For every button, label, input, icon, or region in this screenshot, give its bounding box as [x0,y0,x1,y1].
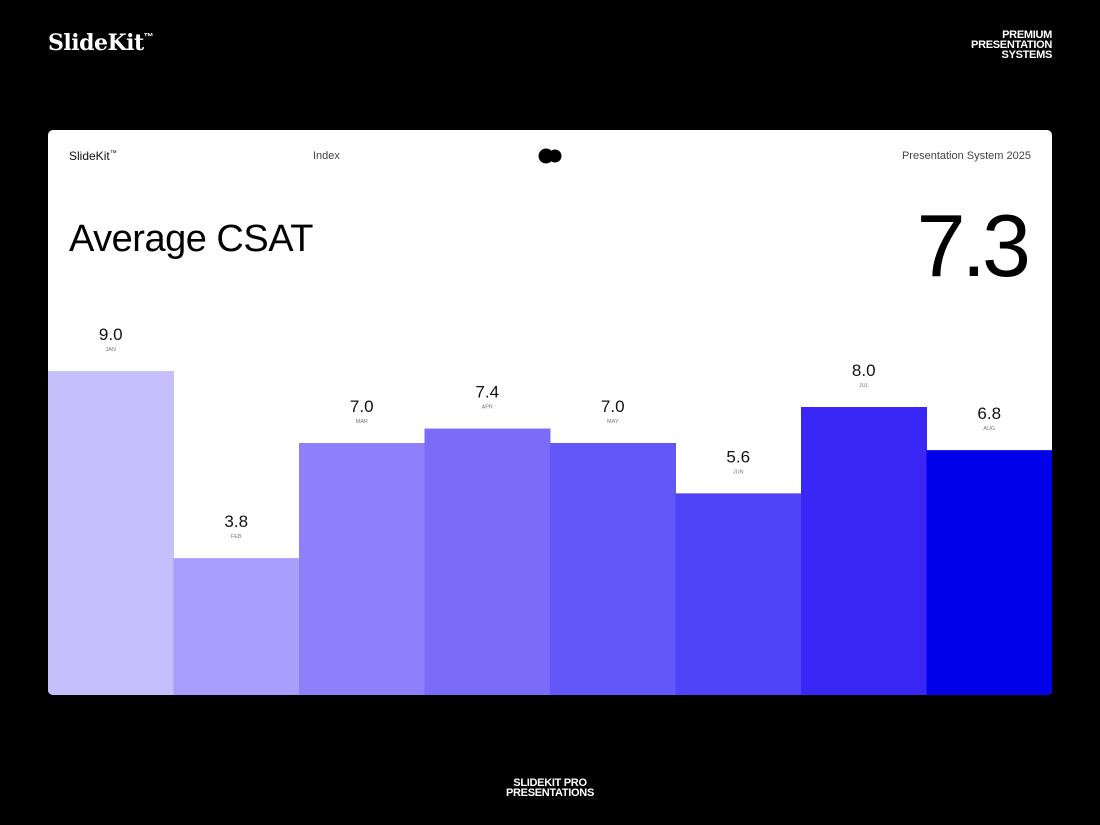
slide-card: 9.0 JAN 3.8 FEB 7.0 MAR 7.4 APR 7.0 MAY 5.6 JUN 8.0 J… [48,130,1052,695]
value-label: 7.4 [475,383,499,402]
bar-aug [926,450,1052,695]
bar-feb [173,558,300,695]
tagline-line: PREMIUM [1002,29,1052,41]
value-label: 5.6 [726,447,750,466]
slide-title: Average CSAT [69,218,313,260]
brand-name: SlideKit [48,30,144,56]
index-link[interactable]: Index [313,150,340,162]
footer-line: PRESENTATIONS [506,787,594,799]
category-label: JAN [106,347,116,353]
brand-tagline: PREMIUM PRESENTATION SYSTEMS [971,29,1053,61]
double-circle-logo-icon [538,148,562,164]
bar-jun [675,493,802,695]
value-label: 3.8 [224,512,248,531]
bar-may [550,443,676,695]
bar-chart: 9.0 JAN 3.8 FEB 7.0 MAR 7.4 APR 7.0 MAY 5.6 JUN 8.0 J… [48,325,1052,695]
brand-logo: SlideKit™ [48,30,154,56]
category-label: MAY [607,419,619,425]
tagline-line: SYSTEMS [1001,49,1053,61]
bar-top-edge [299,443,425,445]
bar-apr [424,428,551,695]
bar-top-edge [48,371,174,373]
slide-brand-trademark: ™ [109,150,117,157]
value-label: 7.0 [601,397,625,416]
category-label: JUL [859,383,869,389]
slide-brand-name: SlideKit [69,149,110,163]
slide-header: SlideKit™ Index Presentation System 2025 [48,130,1052,180]
value-label: 7.0 [350,397,374,416]
category-label: JUN [733,469,744,475]
headline-value: 7.3 [916,196,1031,295]
footer-caption: SLIDEKIT PRO PRESENTATIONS [0,777,1100,799]
value-label: 8.0 [852,361,876,380]
bar-top-edge [675,493,802,496]
category-label: MAR [356,419,368,425]
category-label: FEB [231,534,242,540]
slide-brand: SlideKit™ [69,149,117,163]
value-label: 6.8 [977,404,1001,423]
bar-top-edge [550,443,676,445]
bar-top-edge [801,407,927,409]
bar-jan [48,371,174,695]
bar-jul [801,407,927,695]
presentation-system-label: Presentation System 2025 [901,150,1031,162]
bar-mar [299,443,425,695]
tagline-line: PRESENTATION [971,39,1052,51]
bar-top-edge [926,450,1052,453]
value-label: 9.0 [99,325,123,344]
bar-top-edge [424,428,551,431]
category-label: APR [482,405,493,411]
category-label: AUG [983,426,995,432]
footer-line: SLIDEKIT PRO [513,777,587,789]
bar-top-edge [173,558,300,561]
brand-trademark: ™ [143,32,154,43]
